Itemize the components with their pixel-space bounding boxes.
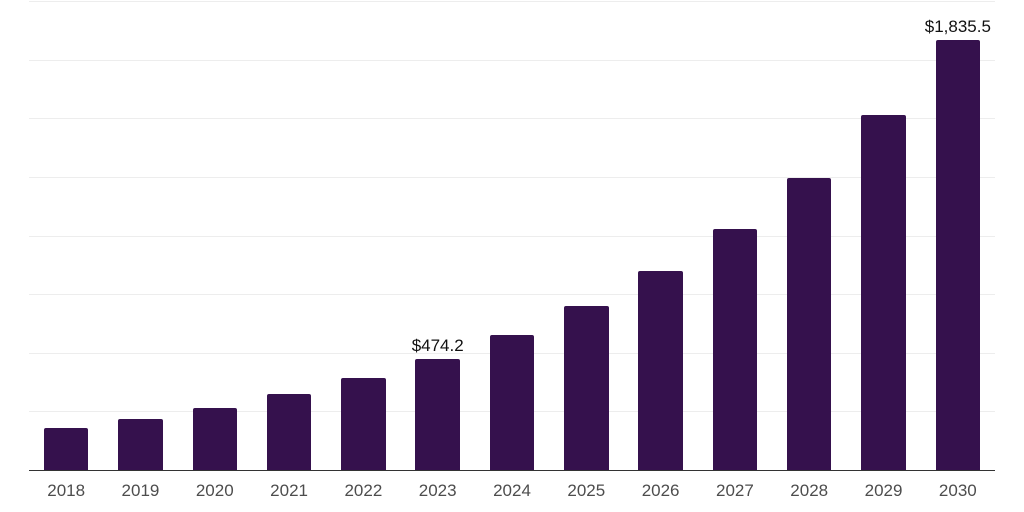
x-tick-label-2028: 2028 bbox=[790, 481, 829, 500]
x-tick-label-2024: 2024 bbox=[493, 481, 531, 500]
bar-2028[interactable] bbox=[786, 177, 832, 470]
bar-2029[interactable] bbox=[861, 115, 906, 470]
gridline-2000 bbox=[29, 1, 995, 2]
x-tick-label-2018: 2018 bbox=[47, 481, 86, 500]
bar-2030[interactable] bbox=[935, 39, 981, 470]
x-tick-label-2026: 2026 bbox=[641, 481, 680, 500]
bar-2021[interactable] bbox=[266, 394, 312, 470]
value-label-2023: $474.2 bbox=[411, 335, 464, 355]
x-tick-label-2029: 2029 bbox=[864, 481, 903, 500]
gridline-1750 bbox=[29, 59, 995, 61]
bar-2018[interactable] bbox=[43, 427, 89, 470]
gridline-1500 bbox=[29, 118, 995, 120]
gridline-1250 bbox=[29, 176, 995, 178]
x-tick-label-2025: 2025 bbox=[567, 481, 606, 500]
bar-2020[interactable] bbox=[192, 407, 238, 470]
bar-2025[interactable] bbox=[564, 306, 609, 470]
x-tick-label-2019: 2019 bbox=[121, 481, 160, 500]
bar-2019[interactable] bbox=[118, 418, 163, 470]
x-tick-label-2020: 2020 bbox=[195, 481, 234, 500]
gridline-1000 bbox=[29, 235, 995, 237]
bar-2024[interactable] bbox=[489, 335, 535, 470]
x-tick-label-2027: 2027 bbox=[716, 481, 754, 500]
value-label-2030: $1,835.5 bbox=[924, 16, 991, 36]
x-tick-label-2030: 2030 bbox=[938, 481, 977, 500]
bar-2027[interactable] bbox=[712, 229, 758, 470]
x-tick-label-2021: 2021 bbox=[270, 481, 308, 500]
x-axis-labels: 2018 2019 2020 2021 2022 2023 2024 2025 2026 2027… bbox=[29, 481, 995, 503]
gridline-750 bbox=[29, 294, 995, 296]
plot-area: $474.2 $1,835.5 bbox=[29, 1, 995, 471]
bar-2026[interactable] bbox=[638, 271, 683, 470]
bar-2022[interactable] bbox=[341, 378, 386, 470]
x-tick-label-2022: 2022 bbox=[344, 481, 383, 500]
x-tick-label-2023: 2023 bbox=[418, 481, 457, 500]
bar-2023[interactable] bbox=[415, 358, 460, 470]
